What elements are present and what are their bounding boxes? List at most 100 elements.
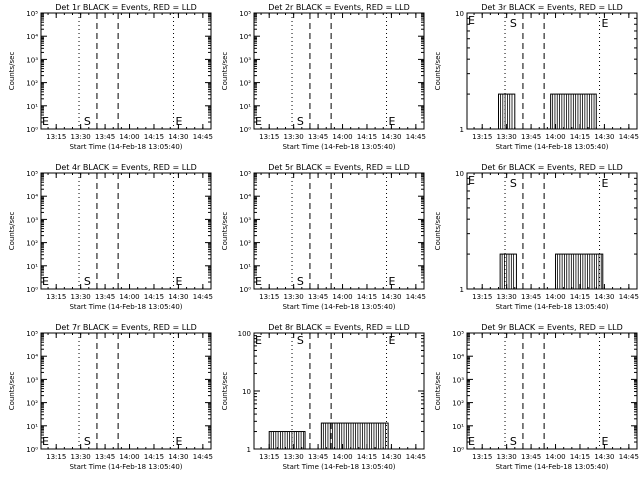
eclipse-start-label: E [176, 435, 183, 448]
eclipse-end-label: E [468, 174, 475, 187]
count-segment [498, 93, 516, 130]
x-tick-label: 13:45 [95, 293, 115, 301]
x-tick-label: 13:45 [521, 453, 541, 461]
x-axis-title: Start Time (14-Feb-18 13:05:40) [69, 143, 182, 151]
eclipse-start-label: E [602, 177, 609, 190]
x-tick-label: 14:15 [357, 133, 377, 141]
plot-frame [466, 12, 638, 130]
y-tick-label: 10³ [26, 56, 38, 64]
x-tick-label: 14:30 [168, 293, 188, 301]
chart-title: Det 1r BLACK = Events, RED = LLD [55, 3, 197, 12]
x-tick-label: 14:15 [357, 293, 377, 301]
y-tick-label: 10³ [26, 216, 38, 224]
x-tick-label: 14:15 [144, 133, 164, 141]
y-tick-label: 10⁰ [26, 126, 38, 134]
x-tick-label: 14:30 [594, 133, 614, 141]
x-tick-label: 14:00 [119, 133, 139, 141]
x-tick-label: 13:30 [497, 133, 517, 141]
x-tick-label: 14:30 [381, 293, 401, 301]
y-tick-label: 10⁵ [26, 330, 38, 338]
chart-title: Det 9r BLACK = Events, RED = LLD [481, 323, 623, 332]
plot-frame [466, 332, 638, 450]
x-tick-label: 14:45 [406, 133, 426, 141]
y-tick-label: 10⁵ [239, 170, 251, 178]
y-tick-label: 10⁴ [452, 353, 464, 361]
x-axis-title: Start Time (14-Feb-18 13:05:40) [69, 463, 182, 471]
saa-start-label: S [84, 435, 91, 448]
y-tick-label: 10¹ [452, 423, 464, 431]
x-axis-title: Start Time (14-Feb-18 13:05:40) [282, 303, 395, 311]
x-tick-label: 13:15 [472, 133, 492, 141]
x-tick-label: 14:45 [406, 453, 426, 461]
x-tick-label: 13:45 [521, 293, 541, 301]
plot-frame [40, 332, 212, 450]
y-tick-label: 10¹ [26, 263, 38, 271]
y-tick-label: 10² [26, 80, 38, 88]
y-tick-label: 10³ [239, 216, 251, 224]
count-segment [555, 253, 604, 290]
x-axis-title: Start Time (14-Feb-18 13:05:40) [495, 143, 608, 151]
y-tick-label: 1 [460, 126, 464, 134]
eclipse-end-label: E [468, 14, 475, 27]
x-tick-label: 13:45 [308, 133, 328, 141]
chart-title: Det 4r BLACK = Events, RED = LLD [55, 163, 197, 172]
y-tick-label: 10⁰ [452, 446, 464, 454]
y-tick-label: 10³ [452, 376, 464, 384]
eclipse-end-label: E [468, 435, 475, 448]
x-tick-label: 14:00 [119, 453, 139, 461]
y-axis-label: Counts/sec [8, 372, 16, 411]
x-tick-label: 14:00 [119, 293, 139, 301]
y-tick-label: 10⁴ [26, 353, 38, 361]
x-tick-label: 14:15 [570, 293, 590, 301]
eclipse-start-label: E [602, 17, 609, 30]
x-tick-label: 13:45 [521, 133, 541, 141]
x-tick-label: 13:45 [308, 453, 328, 461]
x-tick-label: 14:30 [594, 293, 614, 301]
x-tick-label: 13:30 [71, 293, 91, 301]
saa-start-label: S [84, 115, 91, 128]
y-tick-label: 10³ [26, 376, 38, 384]
plot-frame [40, 12, 212, 130]
y-tick-label: 10¹ [26, 103, 38, 111]
x-tick-label: 14:45 [619, 293, 639, 301]
y-tick-label: 10⁴ [26, 33, 38, 41]
x-axis-title: Start Time (14-Feb-18 13:05:40) [69, 303, 182, 311]
x-tick-label: 13:30 [497, 453, 517, 461]
count-segment [320, 422, 389, 450]
x-tick-label: 14:30 [168, 453, 188, 461]
x-tick-label: 14:00 [545, 293, 565, 301]
y-tick-label: 10 [455, 170, 464, 178]
y-axis-label: Counts/sec [221, 372, 229, 411]
x-axis-title: Start Time (14-Feb-18 13:05:40) [495, 303, 608, 311]
x-tick-label: 13:30 [71, 453, 91, 461]
x-tick-label: 14:00 [545, 133, 565, 141]
x-tick-label: 14:45 [619, 133, 639, 141]
y-tick-label: 10⁵ [452, 330, 464, 338]
y-tick-label: 10² [239, 80, 251, 88]
x-tick-label: 13:15 [259, 293, 279, 301]
x-tick-label: 13:45 [95, 453, 115, 461]
x-tick-label: 14:45 [193, 293, 213, 301]
x-tick-label: 14:15 [144, 293, 164, 301]
saa-start-label: S [510, 17, 517, 30]
y-tick-label: 10⁵ [26, 10, 38, 18]
eclipse-start-label: E [389, 275, 396, 288]
y-tick-label: 10³ [239, 56, 251, 64]
y-axis-label: Counts/sec [434, 52, 442, 91]
chart-title: Det 6r BLACK = Events, RED = LLD [481, 163, 623, 172]
x-tick-label: 14:15 [570, 453, 590, 461]
y-tick-label: 10⁰ [239, 126, 251, 134]
eclipse-start-label: E [389, 334, 396, 347]
y-tick-label: 10⁵ [239, 10, 251, 18]
y-tick-label: 10¹ [239, 103, 251, 111]
x-tick-label: 13:45 [308, 293, 328, 301]
x-tick-label: 13:15 [46, 293, 66, 301]
y-axis-label: Counts/sec [434, 212, 442, 251]
y-tick-label: 10 [242, 388, 251, 396]
saa-start-label: S [84, 275, 91, 288]
x-tick-label: 14:30 [381, 133, 401, 141]
chart-title: Det 7r BLACK = Events, RED = LLD [55, 323, 197, 332]
x-axis-title: Start Time (14-Feb-18 13:05:40) [282, 463, 395, 471]
plot-frame [40, 172, 212, 290]
